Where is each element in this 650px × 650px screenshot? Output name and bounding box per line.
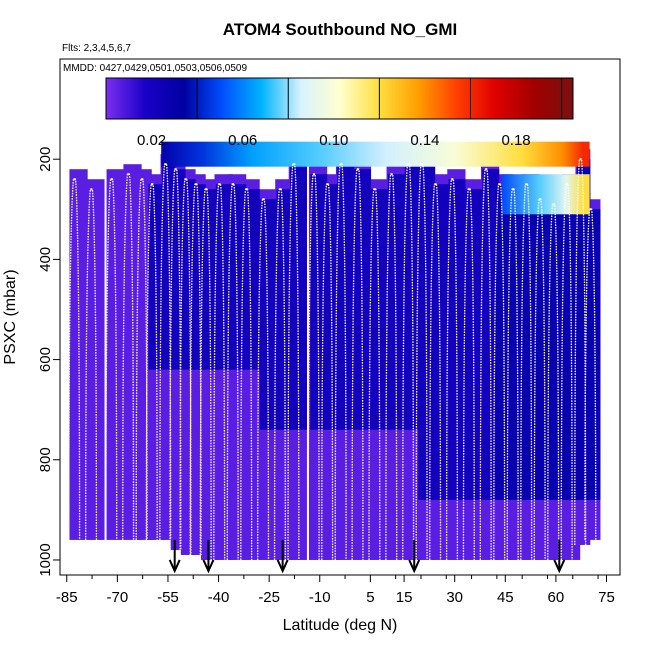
- field-layer: [465, 189, 483, 500]
- x-tick-label: 75: [598, 589, 615, 606]
- arrow-head: [553, 559, 566, 574]
- field-layer: [509, 189, 527, 500]
- profile-line: [213, 183, 226, 560]
- chart-title: ATOM4 Southbound NO_GMI: [223, 20, 458, 39]
- profile-line: [560, 183, 573, 560]
- profile-line: [105, 178, 118, 540]
- field-layer: [354, 169, 372, 430]
- y-tick-label: 400: [37, 247, 54, 272]
- profile-line: [402, 163, 415, 560]
- x-tick-label: -40: [208, 589, 230, 606]
- profile-line: [179, 178, 192, 555]
- x-tick-label: -55: [157, 589, 179, 606]
- profile-line: [321, 183, 334, 560]
- field-layer: [371, 189, 388, 430]
- colorbar-tick-label: 0.10: [319, 132, 348, 149]
- profile-line: [368, 188, 381, 560]
- y-tick-label: 600: [37, 347, 54, 372]
- profile-line: [199, 188, 212, 560]
- arrow-head: [408, 559, 421, 574]
- field-layer: [229, 184, 247, 370]
- profile-line: [287, 163, 300, 560]
- arrow-head: [276, 559, 289, 574]
- x-tick-label: -10: [309, 589, 331, 606]
- y-axis-label: PSXC (mbar): [2, 269, 19, 364]
- profile-line: [159, 163, 172, 540]
- y-axis: 200 400 600 800 1000: [37, 147, 60, 577]
- x-tick-label: 60: [548, 589, 565, 606]
- colorbar-tick-label: 0.14: [410, 132, 439, 149]
- field-layer: [418, 164, 436, 500]
- profile-line: [135, 178, 148, 540]
- field-layer: [290, 164, 307, 430]
- field-layer: [404, 164, 422, 430]
- profile-line: [334, 163, 347, 560]
- x-tick-label: 30: [446, 589, 463, 606]
- profile-line: [462, 188, 475, 560]
- colorbar-tick-label: 0.18: [501, 132, 530, 149]
- field-layer: [586, 209, 601, 500]
- field-layer: [337, 164, 355, 430]
- profile-line: [189, 183, 202, 555]
- x-tick-label: -25: [258, 589, 280, 606]
- field-column: [86, 179, 105, 540]
- upper-band: [161, 141, 590, 167]
- dates-note: MMDD: 0427,0429,0501,0503,0506,0509: [63, 63, 247, 74]
- profile-line: [68, 178, 81, 540]
- y-tick-label: 200: [37, 147, 54, 172]
- profile-line: [122, 173, 135, 540]
- arrow-head: [202, 559, 215, 574]
- profile-line: [533, 198, 546, 560]
- y-tick-label: 1000: [37, 543, 54, 576]
- field-layer: [310, 174, 328, 430]
- arrow-head: [168, 559, 181, 574]
- profile-line: [415, 163, 428, 560]
- field-layer: [323, 184, 341, 430]
- x-tick-label: 45: [497, 589, 514, 606]
- colorbar-scale: [105, 77, 574, 120]
- profile-line: [506, 188, 519, 560]
- field-layer: [215, 184, 233, 370]
- colorbar: 0.02 0.06 0.10 0.14 0.18: [105, 77, 574, 149]
- x-axis: -85 -70 -55 -40 -25 -10 5 15 30 45 60 75: [56, 575, 615, 606]
- colorbar-tick-label: 0.02: [137, 132, 166, 149]
- colorbar-tick-label: 0.06: [228, 132, 257, 149]
- profile-line: [257, 198, 270, 560]
- profile-line: [240, 188, 253, 560]
- field-layer: [482, 169, 500, 500]
- x-tick-label: 15: [396, 589, 413, 606]
- profile-line: [493, 183, 506, 560]
- field-layer: [242, 189, 260, 370]
- x-tick-label: 5: [366, 589, 374, 606]
- flights-note: Flts: 2,3,4,5,6,7: [62, 43, 131, 54]
- profile-line: [429, 183, 442, 560]
- x-axis-label: Latitude (deg N): [283, 617, 398, 634]
- profile-line: [226, 183, 239, 560]
- y-tick-label: 800: [37, 447, 54, 472]
- field-layer: [387, 174, 405, 430]
- location-arrows: [168, 539, 566, 574]
- second-band: [501, 174, 590, 215]
- profile-line: [520, 183, 533, 560]
- plot-frame: [59, 58, 621, 576]
- profile-lines: [68, 158, 597, 560]
- x-tick-label: -70: [107, 589, 129, 606]
- x-tick-label: -85: [56, 589, 78, 606]
- profile-line: [273, 188, 286, 560]
- profile-line: [584, 208, 597, 540]
- field-layer: [259, 199, 277, 430]
